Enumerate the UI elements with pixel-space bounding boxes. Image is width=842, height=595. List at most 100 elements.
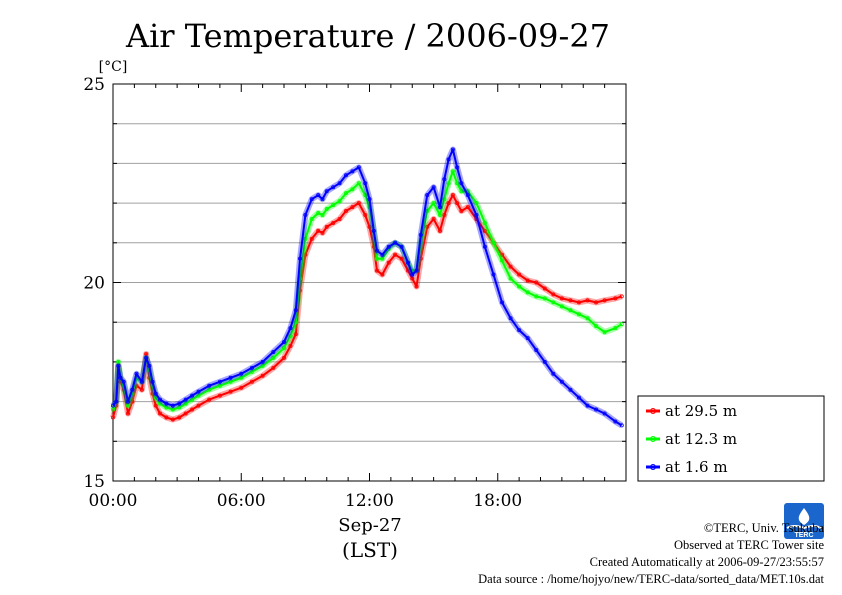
data-point [164,401,169,406]
data-point [585,403,590,408]
data-point [217,393,222,398]
data-point [613,326,618,331]
data-point [239,375,244,380]
data-point [363,193,368,198]
data-point [491,272,496,277]
series-line [112,170,623,411]
data-point [386,260,391,265]
data-point [602,330,607,335]
data-point [337,181,342,186]
data-point [508,276,513,281]
data-point [374,248,379,253]
legend-marker [650,408,656,414]
data-point [309,236,314,241]
data-point [190,393,195,398]
data-point [374,268,379,273]
data-point [217,379,222,384]
data-point [363,181,368,186]
data-point [576,395,581,400]
data-point [380,256,385,261]
series-layer [110,146,624,428]
series-3 [110,146,624,428]
data-point [602,298,607,303]
data-point [559,304,564,309]
data-point [414,268,419,273]
gridlines [113,123,626,442]
x-axis-date-label: Sep-27 [338,515,402,536]
data-point [431,216,436,221]
data-point [405,268,410,273]
data-point [114,399,119,404]
data-point [293,332,298,337]
data-point [130,399,135,404]
data-point [144,355,149,360]
series-line [112,194,622,421]
data-point [431,201,436,206]
data-point [619,423,624,428]
data-point [125,411,130,416]
data-point [482,220,487,225]
x-tick-label: 00:00 [89,491,138,511]
data-point [371,228,376,233]
data-point [139,387,144,392]
data-point [551,292,556,297]
data-point [207,383,212,388]
data-point [576,312,581,317]
data-point [542,296,547,301]
data-point [594,300,599,305]
data-point [147,363,152,368]
data-point [508,264,513,269]
data-point [425,193,430,198]
data-point [116,363,121,368]
data-point [500,252,505,257]
footer-observed: Observed at TERC Tower site [673,538,824,552]
data-point [249,379,254,384]
data-point [111,403,116,408]
data-point [271,349,276,354]
data-point [125,403,130,408]
data-point [288,334,293,339]
data-point [288,344,293,349]
data-point [380,272,385,277]
data-point [324,207,329,212]
data-point [559,379,564,384]
data-point [343,173,348,178]
data-point [482,244,487,249]
data-point [309,197,314,202]
data-point [525,290,530,295]
data-point [438,205,443,210]
data-point [393,240,398,245]
data-point [239,385,244,390]
legend-label: at 1.6 m [665,458,728,476]
data-point [551,300,556,305]
data-point [293,320,298,325]
data-point [508,316,513,321]
data-point [551,371,556,376]
data-point [158,397,163,402]
data-point [130,387,135,392]
legend-marker [650,436,656,442]
data-point [196,403,201,408]
data-point [410,272,415,277]
data-point [158,411,163,416]
footer-copyright: ©TERC, Univ. Tsukuba [703,521,824,535]
data-point [316,228,321,233]
data-point [288,326,293,331]
data-point [303,213,308,218]
y-tick-label: 25 [83,75,105,95]
legend-label: at 12.3 m [665,430,737,448]
data-point [517,272,522,277]
y-axis-unit-label: [°C] [99,59,128,75]
data-point [517,328,522,333]
data-point [316,193,321,198]
footer-created: Created Automatically at 2006-09-27/23:5… [589,555,824,569]
data-point [228,389,233,394]
data-point [350,187,355,192]
data-point [517,284,522,289]
data-point [442,197,447,202]
data-point [542,286,547,291]
data-point [196,389,201,394]
data-point [455,165,460,170]
data-point [405,260,410,265]
footer-source: Data source : /home/hojyo/new/TERC-data/… [478,572,824,586]
